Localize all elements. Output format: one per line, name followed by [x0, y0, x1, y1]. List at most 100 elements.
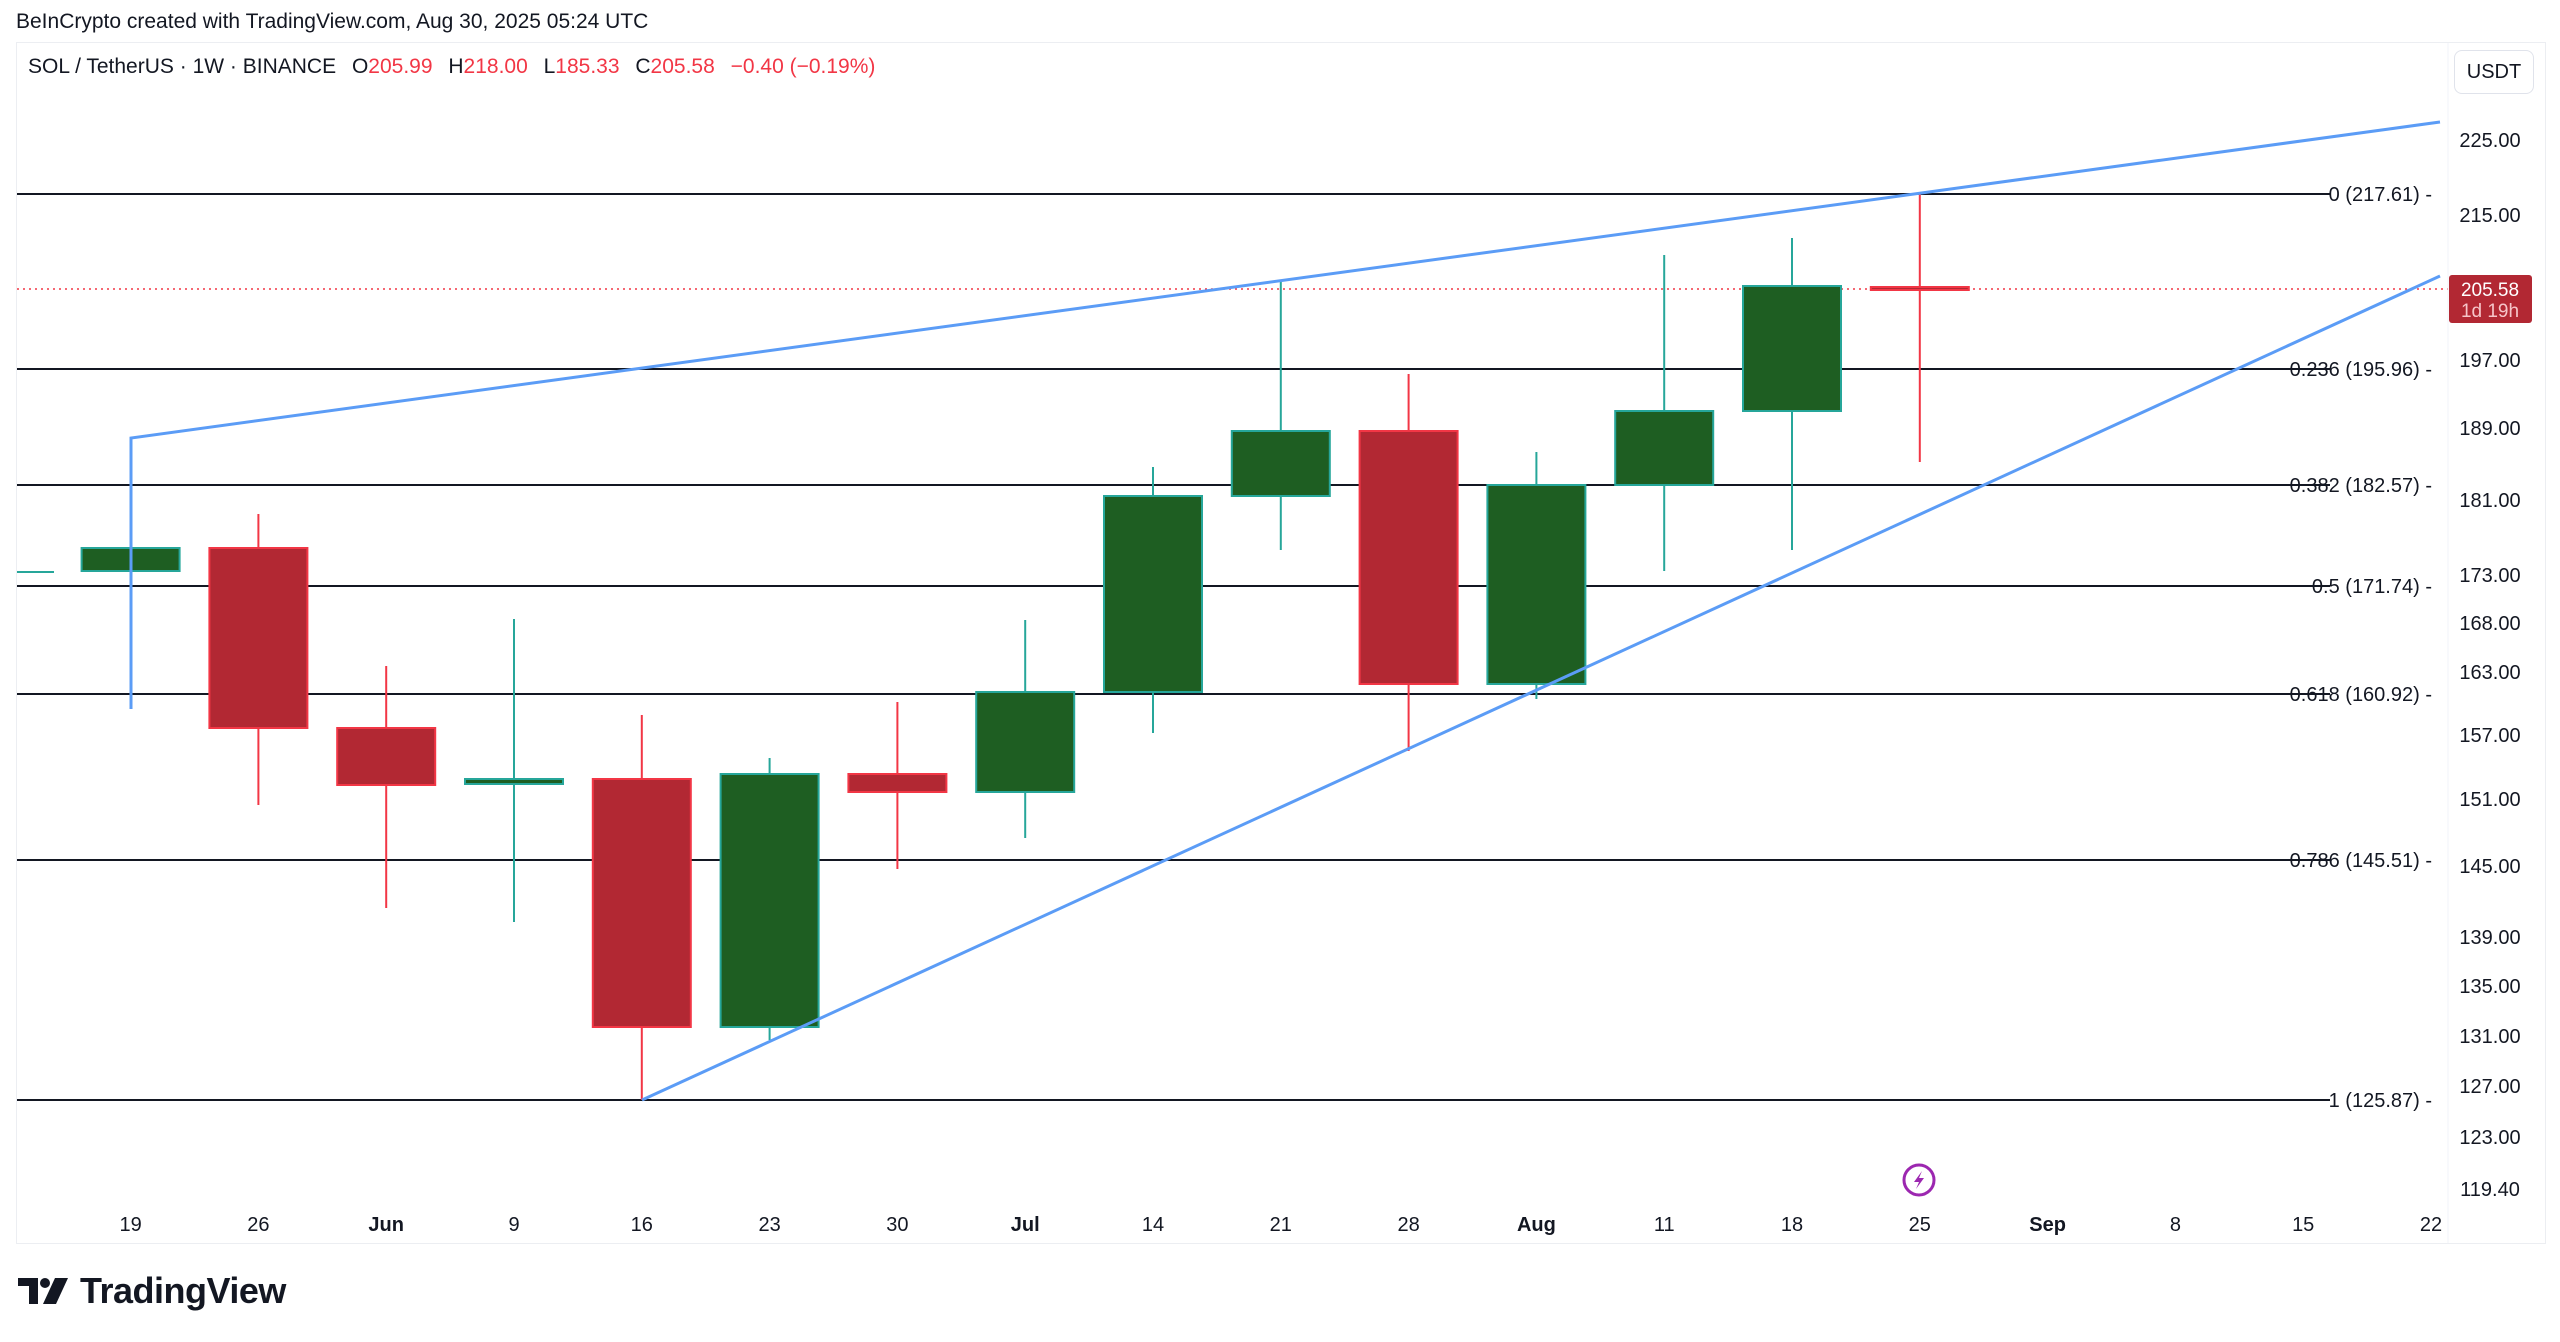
- chart-credit: BeInCrypto created with TradingView.com,…: [16, 10, 649, 33]
- candle-body: [591, 778, 692, 1028]
- price-tick: 157.00: [2459, 725, 2520, 747]
- candle: [208, 514, 309, 805]
- time-tick: Jun: [368, 1214, 404, 1236]
- candle: [1230, 282, 1331, 550]
- low-value: 185.33: [555, 55, 620, 78]
- price-tick: 123.00: [2459, 1127, 2520, 1149]
- candle-body: [1103, 495, 1203, 693]
- candle: [1614, 255, 1715, 571]
- time-tick: 26: [247, 1214, 269, 1236]
- candle: [464, 619, 564, 922]
- fibonacci-levels: 0 (217.61) - 0.236 (195.96) - 0.382 (182.5…: [17, 184, 2432, 1112]
- price-tick: 189.00: [2459, 418, 2520, 440]
- fib-label: 1 (125.87) -: [2329, 1090, 2432, 1112]
- time-tick: 30: [886, 1214, 908, 1236]
- candles: [17, 193, 1970, 1100]
- candle-body: [847, 773, 948, 793]
- chart-pane[interactable]: [16, 42, 2546, 1244]
- high-value: 218.00: [463, 55, 528, 78]
- candle: [1358, 374, 1459, 751]
- price-tick: 197.00: [2459, 350, 2520, 372]
- candle-body: [336, 727, 437, 786]
- price-tick: 145.00: [2459, 856, 2520, 878]
- candle-body: [1869, 286, 1970, 291]
- price-tick: 215.00: [2459, 205, 2520, 227]
- symbol-legend[interactable]: SOL / TetherUS · 1W · BINANCE O205.99 H2…: [28, 55, 875, 79]
- fib-label: 0.382 (182.57) -: [2290, 475, 2432, 497]
- fib-level: 0.236 (195.96) -: [17, 359, 2432, 381]
- time-tick: 18: [1781, 1214, 1803, 1236]
- fib-level: 1 (125.87) -: [17, 1090, 2432, 1112]
- candle-body: [1614, 410, 1715, 486]
- price-tag: 205.58 1d 19h: [2449, 275, 2532, 323]
- candle: [719, 758, 820, 1040]
- fib-label: 0.236 (195.96) -: [2290, 359, 2432, 381]
- candle: [591, 715, 692, 1100]
- fib-label: 0.5 (171.74) -: [2312, 576, 2432, 598]
- fib-label: 0 (217.61) -: [2329, 184, 2432, 206]
- fib-level: 0 (217.61) -: [17, 184, 2432, 206]
- candle: [975, 620, 1076, 838]
- price-tick: 173.00: [2459, 565, 2520, 587]
- open-label: O: [351, 55, 369, 78]
- svg-text:205.58: 205.58: [2461, 280, 2519, 301]
- candle: [1486, 452, 1587, 699]
- tradingview-wordmark: TradingView: [80, 1270, 286, 1311]
- time-tick: Jul: [1011, 1214, 1040, 1236]
- price-tick: 151.00: [2459, 789, 2520, 811]
- price-tick: 139.00: [2459, 927, 2520, 949]
- candle: [1103, 467, 1203, 733]
- fib-level: 0.786 (145.51) -: [17, 850, 2432, 872]
- candle-body: [464, 778, 564, 785]
- fib-label: 0.618 (160.92) -: [2290, 684, 2432, 706]
- change-value: −0.40 (−0.19%): [730, 55, 876, 78]
- price-tick: 127.00: [2459, 1076, 2520, 1098]
- price-tick: 225.00: [2459, 130, 2520, 152]
- time-tick: 15: [2292, 1214, 2314, 1236]
- price-axis[interactable]: 225.00 215.00 197.00 189.00 181.00 173.00 168.…: [2447, 43, 2521, 1243]
- low-label: L: [543, 55, 556, 78]
- time-axis[interactable]: 19 26 Jun 9 16 23 30 Jul 14 21 28 Aug 11 18 25 Sep 8 15 22: [119, 1214, 2442, 1236]
- time-tick: 19: [119, 1214, 141, 1236]
- time-tick: Aug: [1517, 1214, 1556, 1236]
- price-tick: 168.00: [2459, 613, 2520, 635]
- price-tick: 119.40: [2460, 1179, 2520, 1201]
- time-tick: 8: [2170, 1214, 2181, 1236]
- lower-wedge-line[interactable]: [641, 274, 2441, 1102]
- fib-level: 0.382 (182.57) -: [17, 475, 2432, 497]
- time-tick: 16: [631, 1214, 653, 1236]
- currency-unit-button[interactable]: USDT: [2454, 50, 2534, 94]
- time-tick: 28: [1397, 1214, 1419, 1236]
- fib-level: 0.618 (160.92) -: [17, 684, 2432, 706]
- time-tick: 25: [1909, 1214, 1931, 1236]
- upper-wedge-line[interactable]: [129, 120, 2441, 709]
- time-tick: 23: [758, 1214, 780, 1236]
- high-label: H: [448, 55, 464, 78]
- candle-body: [719, 773, 820, 1028]
- fib-label: 0.786 (145.51) -: [2290, 850, 2432, 872]
- candle-body: [208, 547, 309, 729]
- tradingview-logo[interactable]: TradingView: [18, 1270, 286, 1312]
- candle: [1869, 193, 1970, 462]
- close-label: C: [635, 55, 651, 78]
- time-tick: 9: [508, 1214, 519, 1236]
- candle: [847, 702, 948, 869]
- time-tick: Sep: [2029, 1214, 2066, 1236]
- wedge-trendlines[interactable]: [129, 120, 2441, 1102]
- time-tick: 22: [2420, 1214, 2442, 1236]
- time-tick: 11: [1654, 1214, 1675, 1236]
- fib-level: 0.5 (171.74) -: [17, 576, 2432, 598]
- time-tick: 21: [1270, 1214, 1292, 1236]
- svg-text:1d 19h: 1d 19h: [2461, 301, 2519, 322]
- time-tick: 14: [1142, 1214, 1164, 1236]
- open-value: 205.99: [368, 55, 433, 78]
- tradingview-logo-icon: [18, 1278, 68, 1304]
- candle-body: [1742, 285, 1842, 412]
- candle-body: [1230, 430, 1331, 497]
- candle: [336, 666, 437, 908]
- lightning-event-icon[interactable]: [1902, 1163, 1936, 1197]
- price-tick: 181.00: [2459, 490, 2520, 512]
- symbol-name: SOL / TetherUS · 1W · BINANCE: [28, 55, 337, 78]
- price-tick: 131.00: [2459, 1026, 2520, 1048]
